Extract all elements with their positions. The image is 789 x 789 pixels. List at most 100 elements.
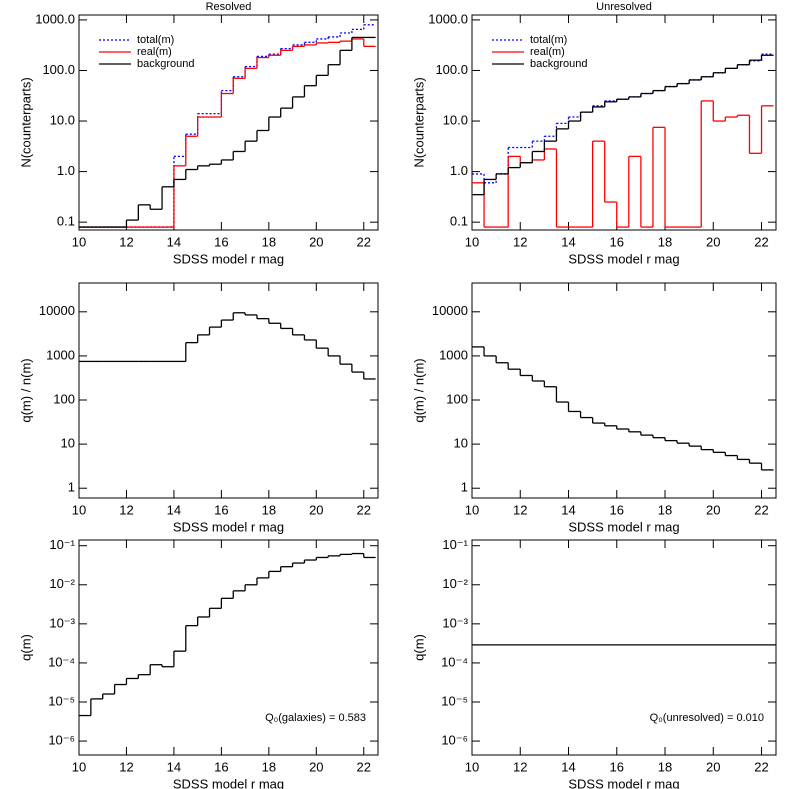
annotation: Q₀(unresolved) = 0.010: [650, 712, 764, 724]
y-tick-label: 1000.0: [35, 11, 75, 26]
x-axis-label: SDSS model r mag: [568, 251, 679, 266]
y-tick-label: 10⁻⁵: [441, 693, 468, 708]
x-tick-label: 12: [513, 502, 527, 517]
plot-frame: [471, 282, 777, 499]
legend-label: total(m): [137, 34, 174, 46]
y-tick-label: 10.0: [443, 112, 468, 127]
y-tick-label: 1: [461, 480, 468, 495]
x-axis-label: SDSS model r mag: [173, 251, 284, 266]
annotation: Q₀(galaxies) = 0.583: [265, 712, 366, 724]
x-tick-label: 12: [119, 234, 133, 249]
x-tick-label: 22: [357, 502, 371, 517]
x-tick-label: 10: [72, 234, 86, 249]
plot-frame: [78, 282, 379, 499]
x-tick-label: 20: [309, 502, 323, 517]
x-tick-label: 20: [309, 234, 323, 249]
plot-frame: [471, 539, 777, 756]
y-tick-label: 1000: [439, 347, 468, 362]
y-tick-label: 10⁻²: [49, 576, 75, 591]
x-tick-label: 20: [706, 502, 720, 517]
x-tick-label: 22: [754, 759, 768, 774]
x-tick-label: 14: [167, 759, 181, 774]
x-tick-label: 22: [357, 759, 371, 774]
panel-title: Unresolved: [596, 1, 652, 13]
x-tick-label: 18: [658, 234, 672, 249]
y-tick-label: 10: [61, 436, 75, 451]
y-tick-label: 0.1: [450, 214, 468, 229]
y-tick-label: 0.1: [57, 214, 75, 229]
x-tick-label: 10: [465, 234, 479, 249]
y-tick-label: 10⁻¹: [49, 537, 75, 552]
y-axis-label: q(m): [18, 634, 33, 661]
y-tick-label: 10⁻²: [442, 576, 468, 591]
x-tick-label: 10: [72, 759, 86, 774]
x-tick-label: 22: [357, 234, 371, 249]
x-tick-label: 20: [706, 234, 720, 249]
plot-frame: [78, 14, 379, 231]
y-tick-label: 100: [53, 391, 75, 406]
x-tick-label: 22: [754, 234, 768, 249]
x-axis-label: SDSS model r mag: [568, 776, 679, 789]
x-tick-label: 16: [214, 502, 228, 517]
y-tick-label: 10⁻⁴: [48, 654, 75, 669]
legend-label: real(m): [137, 46, 172, 58]
y-tick-label: 100: [446, 391, 468, 406]
y-tick-label: 10.0: [50, 112, 75, 127]
y-tick-label: 1: [68, 480, 75, 495]
y-tick-label: 10⁻⁴: [441, 654, 468, 669]
x-tick-label: 18: [262, 234, 276, 249]
y-tick-label: 1.0: [450, 163, 468, 178]
x-tick-label: 14: [167, 234, 181, 249]
plot-frame: [471, 14, 777, 231]
x-tick-label: 14: [561, 502, 575, 517]
x-axis-label: SDSS model r mag: [173, 776, 284, 789]
panel-title: Resolved: [206, 1, 252, 13]
y-tick-label: 10⁻³: [442, 615, 468, 630]
y-tick-label: 1.0: [57, 163, 75, 178]
legend-label: background: [530, 58, 588, 70]
x-tick-label: 16: [214, 759, 228, 774]
y-tick-label: 10000: [39, 303, 75, 318]
x-tick-label: 14: [167, 502, 181, 517]
x-tick-label: 14: [561, 759, 575, 774]
y-axis-label: q(m): [411, 634, 426, 661]
x-axis-label: SDSS model r mag: [568, 519, 679, 534]
x-tick-label: 12: [119, 502, 133, 517]
x-tick-label: 20: [309, 759, 323, 774]
y-tick-label: 10⁻¹: [442, 537, 468, 552]
x-tick-label: 10: [465, 759, 479, 774]
x-tick-label: 10: [465, 502, 479, 517]
x-tick-label: 12: [119, 759, 133, 774]
plot-frame: [78, 539, 379, 756]
y-tick-label: 10000: [432, 303, 468, 318]
x-tick-label: 18: [262, 502, 276, 517]
x-tick-label: 18: [658, 502, 672, 517]
x-tick-label: 16: [610, 759, 624, 774]
y-tick-label: 1000.0: [428, 11, 468, 26]
y-axis-label: q(m) / n(m): [18, 358, 33, 422]
y-tick-label: 1000: [46, 347, 75, 362]
x-tick-label: 16: [610, 502, 624, 517]
x-axis-label: SDSS model r mag: [173, 519, 284, 534]
y-tick-label: 10⁻⁶: [441, 733, 468, 748]
y-axis-label: q(m) / n(m): [411, 358, 426, 422]
legend-label: background: [137, 58, 195, 70]
x-tick-label: 16: [610, 234, 624, 249]
y-tick-label: 100.0: [435, 62, 468, 77]
legend-label: real(m): [530, 46, 565, 58]
legend-label: total(m): [530, 34, 567, 46]
x-tick-label: 18: [658, 759, 672, 774]
y-axis-label: N(counterparts): [18, 77, 33, 167]
x-tick-label: 12: [513, 759, 527, 774]
y-axis-label: N(counterparts): [411, 77, 426, 167]
y-tick-label: 10⁻⁵: [48, 693, 75, 708]
x-tick-label: 16: [214, 234, 228, 249]
x-tick-label: 12: [513, 234, 527, 249]
y-tick-label: 100.0: [42, 62, 75, 77]
x-tick-label: 22: [754, 502, 768, 517]
x-tick-label: 20: [706, 759, 720, 774]
x-tick-label: 18: [262, 759, 276, 774]
y-tick-label: 10⁻⁶: [48, 733, 75, 748]
x-tick-label: 10: [72, 502, 86, 517]
